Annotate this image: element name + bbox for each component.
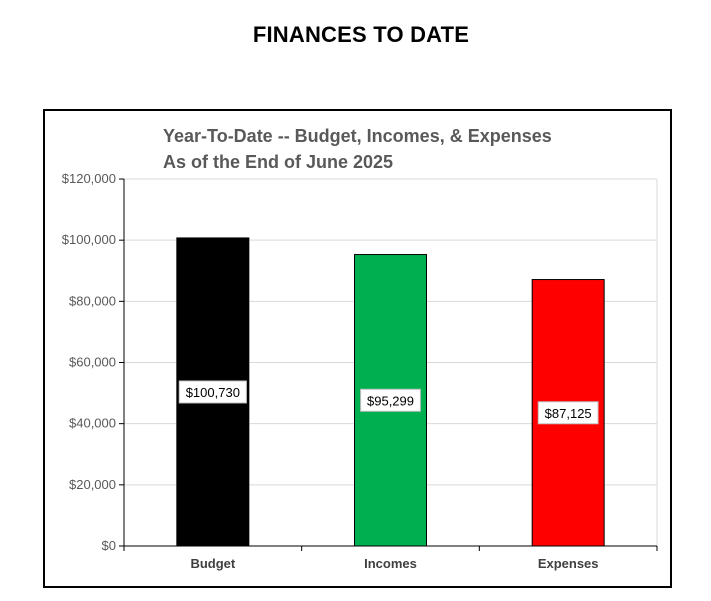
data-label-box — [537, 401, 599, 425]
y-tick-label: $20,000 — [69, 477, 116, 492]
y-tick-label: $100,000 — [62, 232, 116, 247]
x-tick-label: Expenses — [538, 556, 599, 571]
y-tick-label: $80,000 — [69, 293, 116, 308]
axes — [119, 178, 658, 551]
y-tick-label: $40,000 — [69, 416, 116, 431]
y-tick-label: $0 — [102, 538, 116, 553]
y-tick-label: $120,000 — [62, 171, 116, 186]
data-label-box — [178, 380, 247, 404]
data-label-box — [360, 388, 421, 412]
data-label: $95,299 — [367, 393, 414, 408]
labels: $0 $20,000 $40,000 $60,000 $80,000 $100,000 $1… — [62, 171, 599, 571]
x-tick-label: Incomes — [364, 556, 417, 571]
data-label: $87,125 — [545, 406, 592, 421]
x-tick-label: Budget — [190, 556, 235, 571]
y-tick-label: $60,000 — [69, 355, 116, 370]
chart-title: Year-To-Date -- Budget, Incomes, & Expen… — [163, 126, 552, 146]
chart-subtitle: As of the End of June 2025 — [163, 152, 393, 172]
page-title: FINANCES TO DATE — [252, 22, 470, 47]
data-label: $100,730 — [186, 385, 240, 400]
